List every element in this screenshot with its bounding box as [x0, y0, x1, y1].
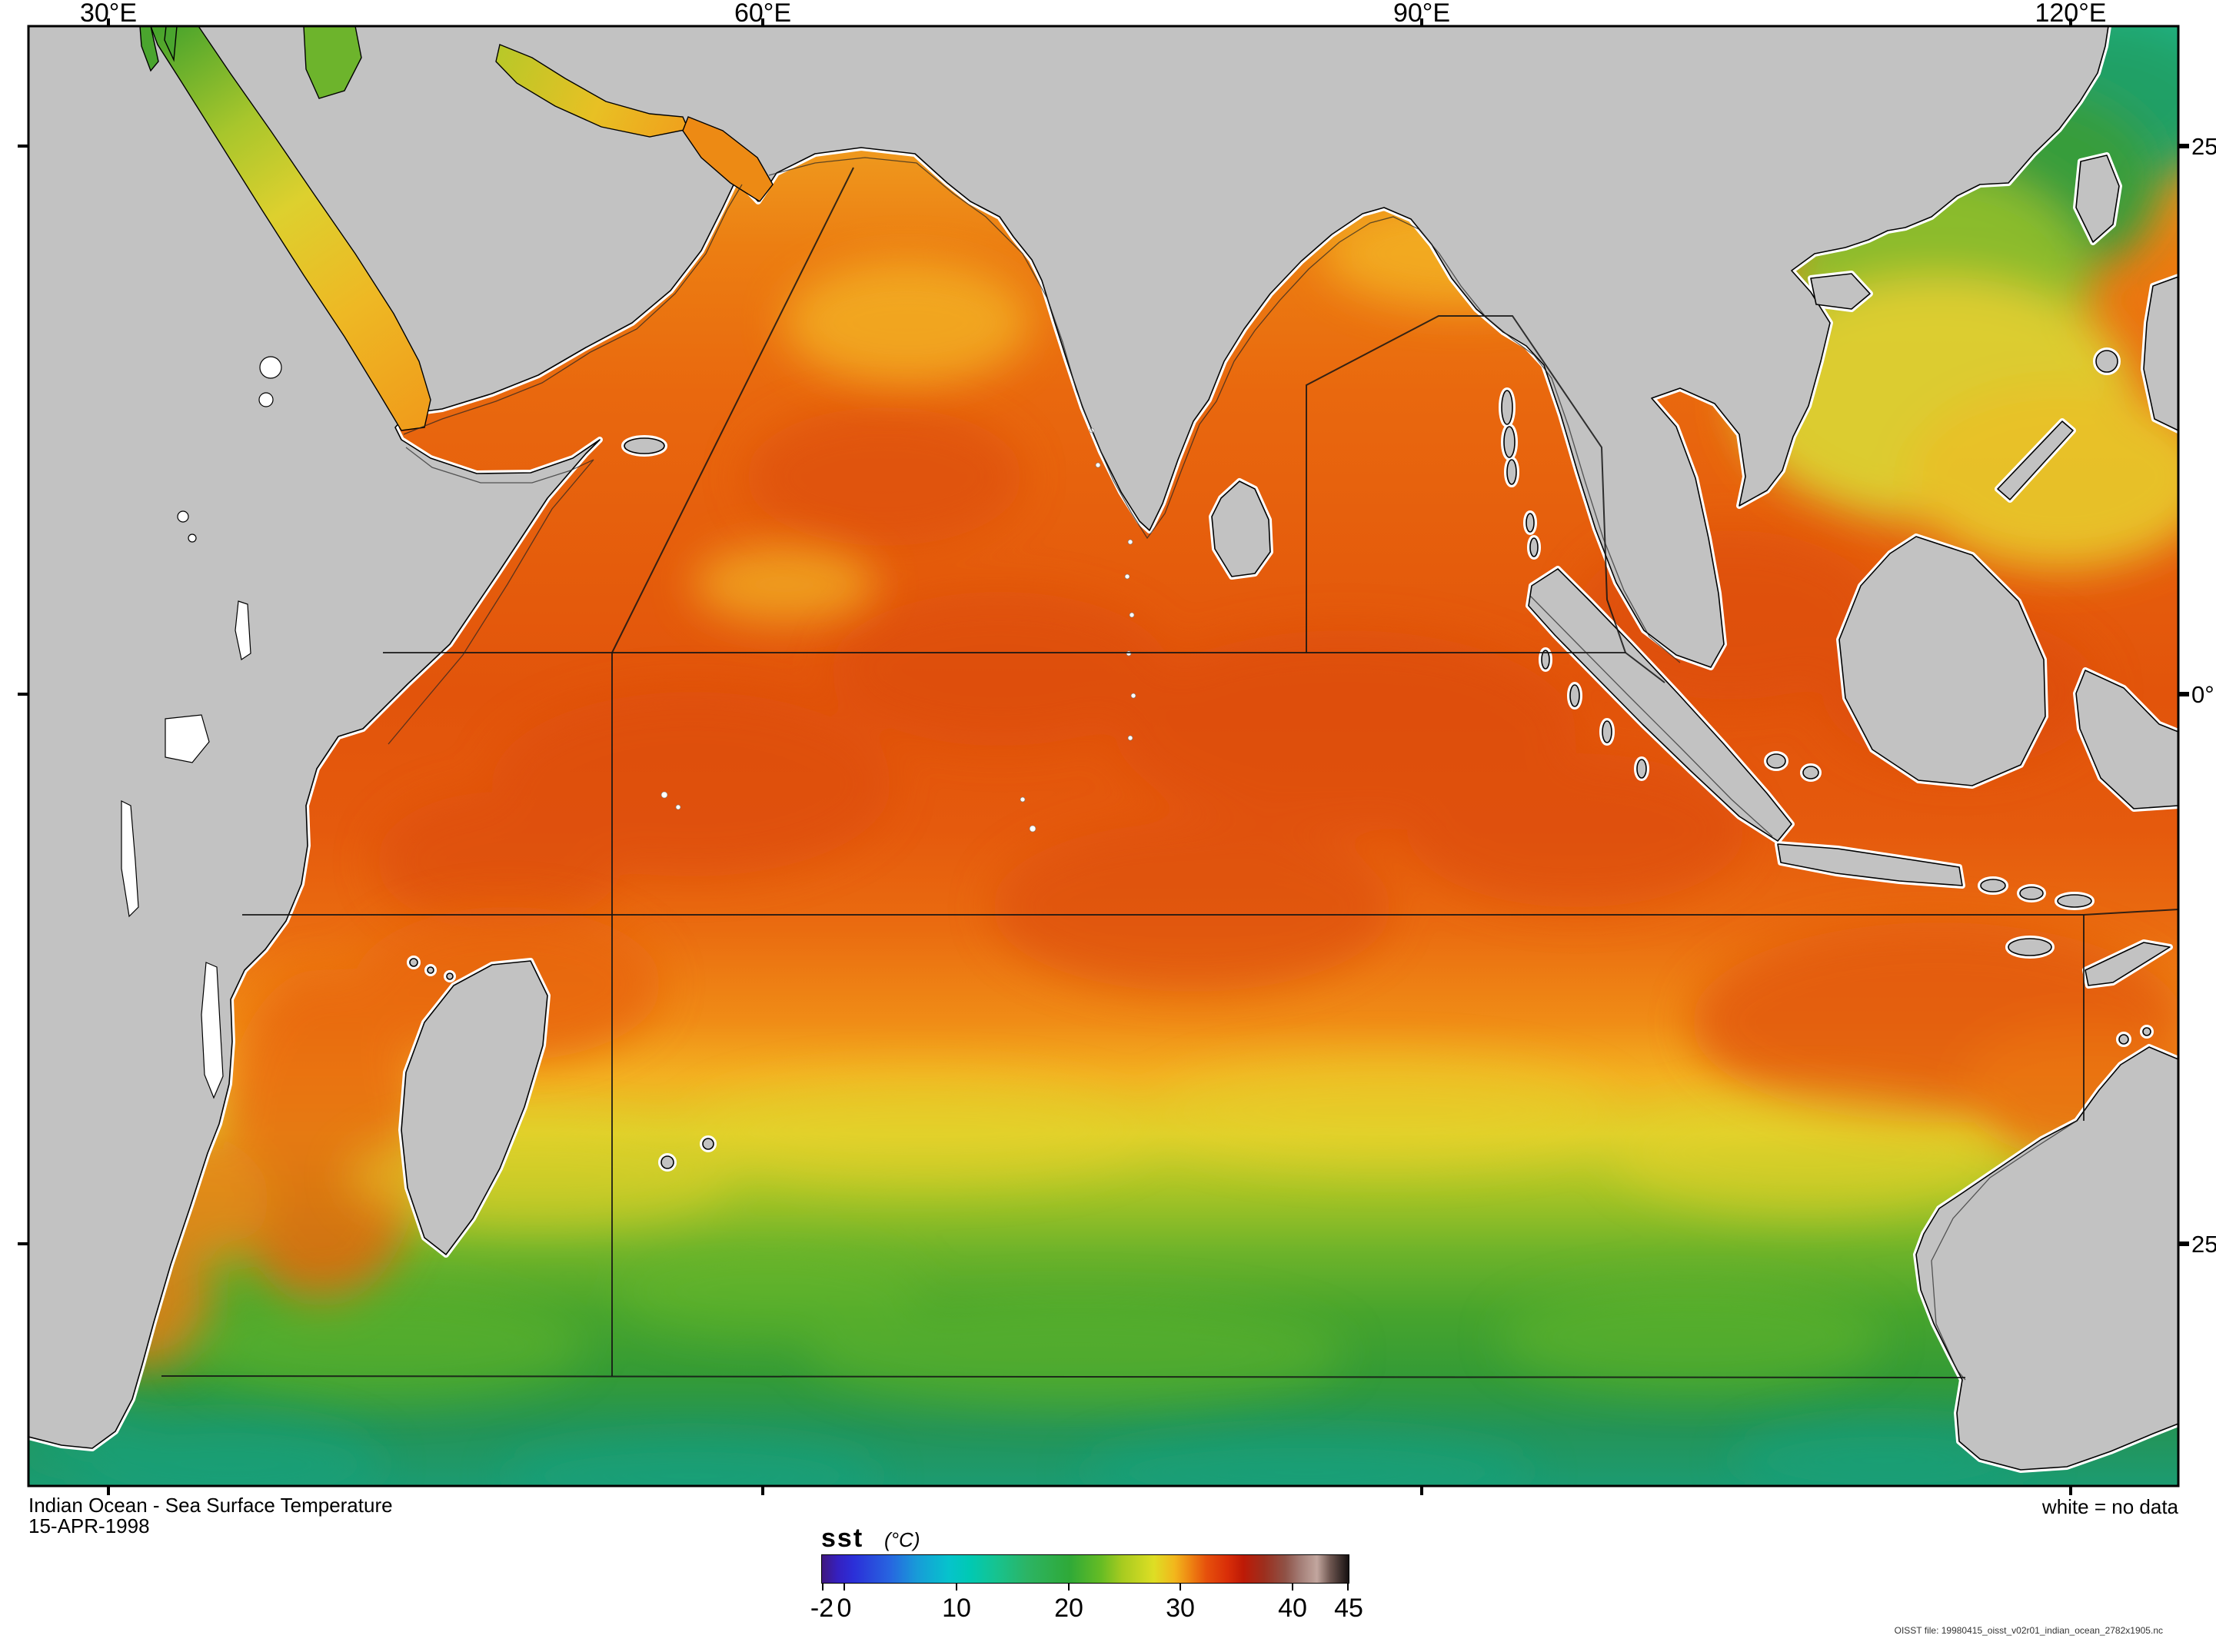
lake-turkana: [235, 600, 251, 660]
colorbar-tick-label: 30: [1166, 1594, 1195, 1623]
gulf-of-aqaba: [164, 26, 178, 62]
map-frame: [27, 25, 2180, 1487]
lake-tana: [259, 356, 282, 379]
lon-tick-label-120e: 120°E: [2035, 0, 2106, 28]
inland-green-water: [303, 26, 362, 99]
lake-ethiopia-2: [258, 392, 274, 407]
no-data-note: white = no data: [2041, 1495, 2178, 1518]
axis-ticks: [18, 18, 2189, 1495]
lat-tick-label-0: 0°: [2191, 681, 2214, 708]
lake-small-2: [188, 533, 197, 543]
colorbar: -2 0 10 20 30 40 45: [810, 1554, 1363, 1623]
colorbar-tick-label: 10: [942, 1594, 971, 1623]
colorbar-tickmark: [956, 1584, 957, 1591]
lake-malawi: [201, 962, 224, 1099]
colorbar-tickmark: [1292, 1584, 1293, 1591]
gulf-of-oman: [682, 116, 774, 202]
region-boundaries: [161, 157, 2178, 1381]
offshore-line-india-bob: [768, 157, 1681, 663]
marginal-seas: [139, 26, 774, 431]
boundary-bay-of-bengal: [1306, 315, 1626, 653]
colorbar-tickmark: [1347, 1584, 1349, 1591]
lon-tick-label-90e: 90°E: [1393, 0, 1450, 28]
boundary-equatorial: [383, 652, 1665, 683]
offshore-line-australia: [1931, 1120, 2078, 1381]
colorbar-title: sst: [821, 1524, 864, 1553]
source-file-note: OISST file: 19980415_oisst_v02r01_indian…: [1894, 1625, 2163, 1636]
southern-teal-patches: [28, 1407, 2038, 1486]
map-date: 15-APR-1998: [28, 1514, 150, 1537]
offshore-line-sumatra: [1529, 595, 1773, 837]
colorbar-tickmark: [843, 1584, 845, 1591]
colorbar-tick-label: 45: [1334, 1594, 1363, 1623]
lon-tick-label-60e: 60°E: [734, 0, 791, 28]
colorbar-tick-label: -2: [810, 1594, 834, 1623]
offshore-line-north: [403, 184, 743, 435]
axis-labels: 30°E 60°E 90°E 120°E 25° 0° 25°: [80, 0, 2216, 1258]
lon-tick-label-30e: 30°E: [80, 0, 137, 28]
colorbar-tick-label: 40: [1278, 1594, 1307, 1623]
colorbar-tickmark: [1068, 1584, 1070, 1591]
lat-tick-label-25n: 25°: [2191, 133, 2216, 160]
boundary-arabian-diagonal: [611, 167, 854, 653]
colorbar-tickmark: [822, 1584, 824, 1591]
boundary-30s: [161, 1375, 1966, 1378]
colorbar-tick-label: 20: [1054, 1594, 1083, 1623]
colorbar-tickmark: [1180, 1584, 1181, 1591]
no-data-lakes: [121, 356, 282, 1099]
red-sea: [150, 26, 431, 431]
colorbar-units: (°C): [884, 1528, 920, 1551]
lat-tick-label-25s: 25°: [2191, 1231, 2216, 1258]
colorbar-tick-label: 0: [837, 1594, 852, 1623]
lake-victoria: [165, 714, 210, 763]
lake-small-1: [177, 510, 189, 523]
map-title: Indian Ocean - Sea Surface Temperature: [28, 1494, 393, 1517]
lake-tanganyika: [121, 800, 139, 918]
offshore-line-somalia: [388, 447, 594, 745]
gulf-of-suez: [139, 26, 159, 72]
